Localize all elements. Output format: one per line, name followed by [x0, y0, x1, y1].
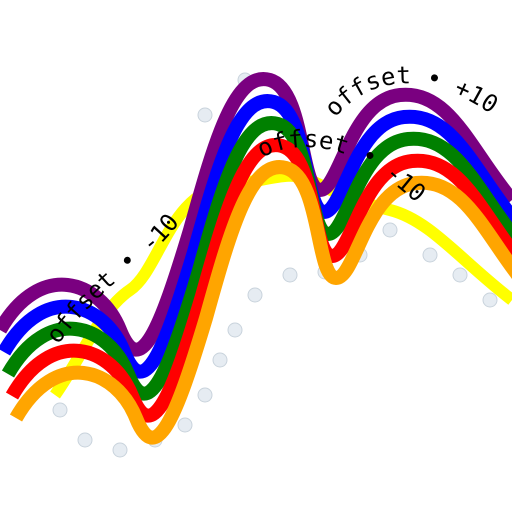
ghost-figure	[112, 442, 128, 458]
ghost-figure	[177, 417, 193, 433]
ghost-figure	[422, 247, 438, 263]
ghost-figure	[197, 387, 213, 403]
ghost-figure	[212, 352, 228, 368]
band-orange	[9, 160, 512, 445]
band-purple	[0, 72, 512, 357]
ghost-figure	[382, 222, 398, 238]
ghost-figure	[52, 402, 68, 418]
rainbow-bands	[0, 72, 512, 445]
ghost-figure	[77, 432, 93, 448]
ghost-figure	[227, 322, 243, 338]
ghost-figure	[247, 287, 263, 303]
ghost-figure	[482, 292, 498, 308]
band-red	[5, 138, 512, 423]
ghost-figure	[197, 107, 213, 123]
band-green	[1, 116, 512, 401]
ghost-figure	[282, 267, 298, 283]
band-blue	[0, 94, 512, 379]
ghost-figure	[452, 267, 468, 283]
